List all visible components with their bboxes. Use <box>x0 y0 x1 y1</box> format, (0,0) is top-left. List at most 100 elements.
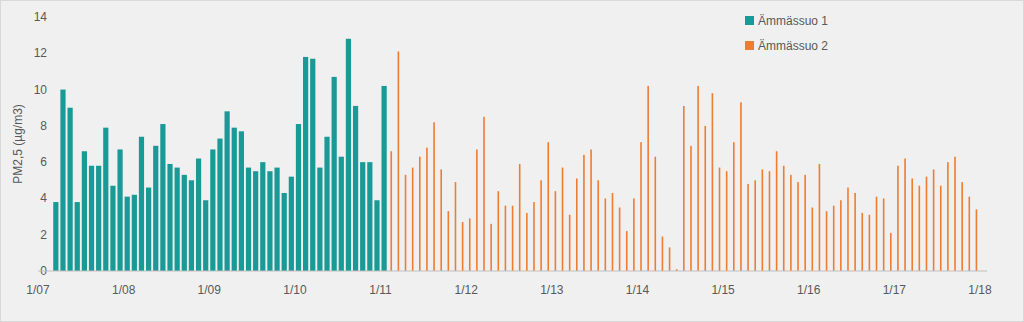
bar <box>289 177 294 271</box>
bar <box>462 222 464 271</box>
bar <box>726 171 728 271</box>
bar <box>182 175 187 271</box>
bar <box>89 166 94 271</box>
bar <box>433 122 435 271</box>
bar <box>103 128 108 271</box>
bar <box>398 51 400 271</box>
x-tick-label: 1/18 <box>968 283 992 297</box>
bar <box>203 200 208 271</box>
y-axis-title: PM2,5 (µg/m3) <box>11 104 25 184</box>
chart-container: 02468101214PM2,5 (µg/m3)1/071/081/091/10… <box>0 0 1024 322</box>
y-tick-label: 14 <box>34 10 48 24</box>
bar <box>540 180 542 271</box>
bar <box>332 77 337 271</box>
bar <box>153 146 158 271</box>
bar <box>440 169 442 271</box>
y-tick-label: 8 <box>40 119 47 133</box>
bar <box>490 224 492 271</box>
bar <box>769 171 771 271</box>
bar <box>633 198 635 271</box>
bar <box>526 213 528 271</box>
bar <box>662 237 664 271</box>
x-tick-label: 1/17 <box>883 283 907 297</box>
bar <box>282 193 287 271</box>
bar <box>569 215 571 271</box>
bar <box>346 39 351 271</box>
bar <box>196 159 201 271</box>
bars <box>53 39 977 271</box>
bar <box>940 186 942 271</box>
x-tick-label: 1/13 <box>540 283 564 297</box>
bar <box>132 195 137 271</box>
bar <box>405 175 407 271</box>
x-tick-label: 1/16 <box>797 283 821 297</box>
bar <box>883 198 885 271</box>
bar <box>339 157 344 271</box>
bar <box>605 198 607 271</box>
y-tick-label: 12 <box>34 46 48 60</box>
bar <box>476 149 478 271</box>
bar <box>933 169 935 271</box>
bar <box>790 175 792 271</box>
bar <box>390 151 392 271</box>
bar <box>976 209 978 271</box>
bar <box>747 184 749 271</box>
bar <box>189 180 194 271</box>
bar <box>597 180 599 271</box>
legend-label: Ämmässuo 1 <box>758 14 828 28</box>
bar <box>512 206 514 271</box>
bar <box>225 111 230 271</box>
bar <box>583 155 585 271</box>
bar <box>762 169 764 271</box>
bar <box>68 108 73 271</box>
bar <box>125 197 130 271</box>
bar <box>519 164 521 271</box>
bar <box>704 126 706 271</box>
bar <box>783 166 785 271</box>
legend-label: Ämmässuo 2 <box>758 39 828 53</box>
y-tick-label: 10 <box>34 83 48 97</box>
bar <box>904 159 906 271</box>
bar <box>419 157 421 271</box>
bar <box>926 177 928 271</box>
bar <box>310 59 315 271</box>
bar <box>683 106 685 271</box>
x-tick-label: 1/15 <box>711 283 735 297</box>
bar <box>719 168 721 271</box>
bar <box>811 208 813 272</box>
bar <box>854 193 856 271</box>
bar <box>353 106 358 271</box>
bar <box>426 148 428 271</box>
bar <box>819 164 821 271</box>
bar <box>175 168 180 271</box>
x-axis-line <box>38 271 987 272</box>
bar <box>260 162 265 271</box>
bar <box>324 137 329 271</box>
bar <box>697 86 699 271</box>
bar <box>533 202 535 271</box>
bar <box>647 86 649 271</box>
bar <box>139 137 144 271</box>
bar <box>826 211 828 271</box>
bar <box>217 139 222 271</box>
bar <box>96 166 101 271</box>
x-tick-label: 1/11 <box>369 283 392 297</box>
bar <box>267 171 272 271</box>
bar <box>455 182 457 271</box>
bar <box>776 151 778 271</box>
legend-swatch <box>745 41 754 50</box>
bar <box>804 175 806 271</box>
x-tick-label: 1/09 <box>198 283 222 297</box>
bar <box>712 93 714 271</box>
bar <box>274 168 279 271</box>
bar <box>382 86 387 271</box>
bar <box>374 200 379 271</box>
bar <box>367 162 372 271</box>
x-tick-label: 1/10 <box>283 283 307 297</box>
bar <box>303 57 308 271</box>
bar <box>869 215 871 271</box>
bar <box>296 124 301 271</box>
bar <box>847 188 849 271</box>
bar <box>360 162 365 271</box>
bar <box>876 197 878 271</box>
